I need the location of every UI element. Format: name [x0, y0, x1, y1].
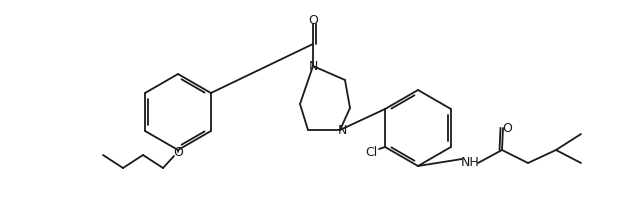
- Text: O: O: [502, 121, 512, 135]
- Text: N: N: [308, 59, 318, 73]
- Text: Cl: Cl: [365, 146, 377, 160]
- Text: O: O: [308, 15, 318, 27]
- Text: O: O: [173, 146, 183, 158]
- Text: N: N: [337, 124, 346, 136]
- Text: NH: NH: [461, 156, 479, 170]
